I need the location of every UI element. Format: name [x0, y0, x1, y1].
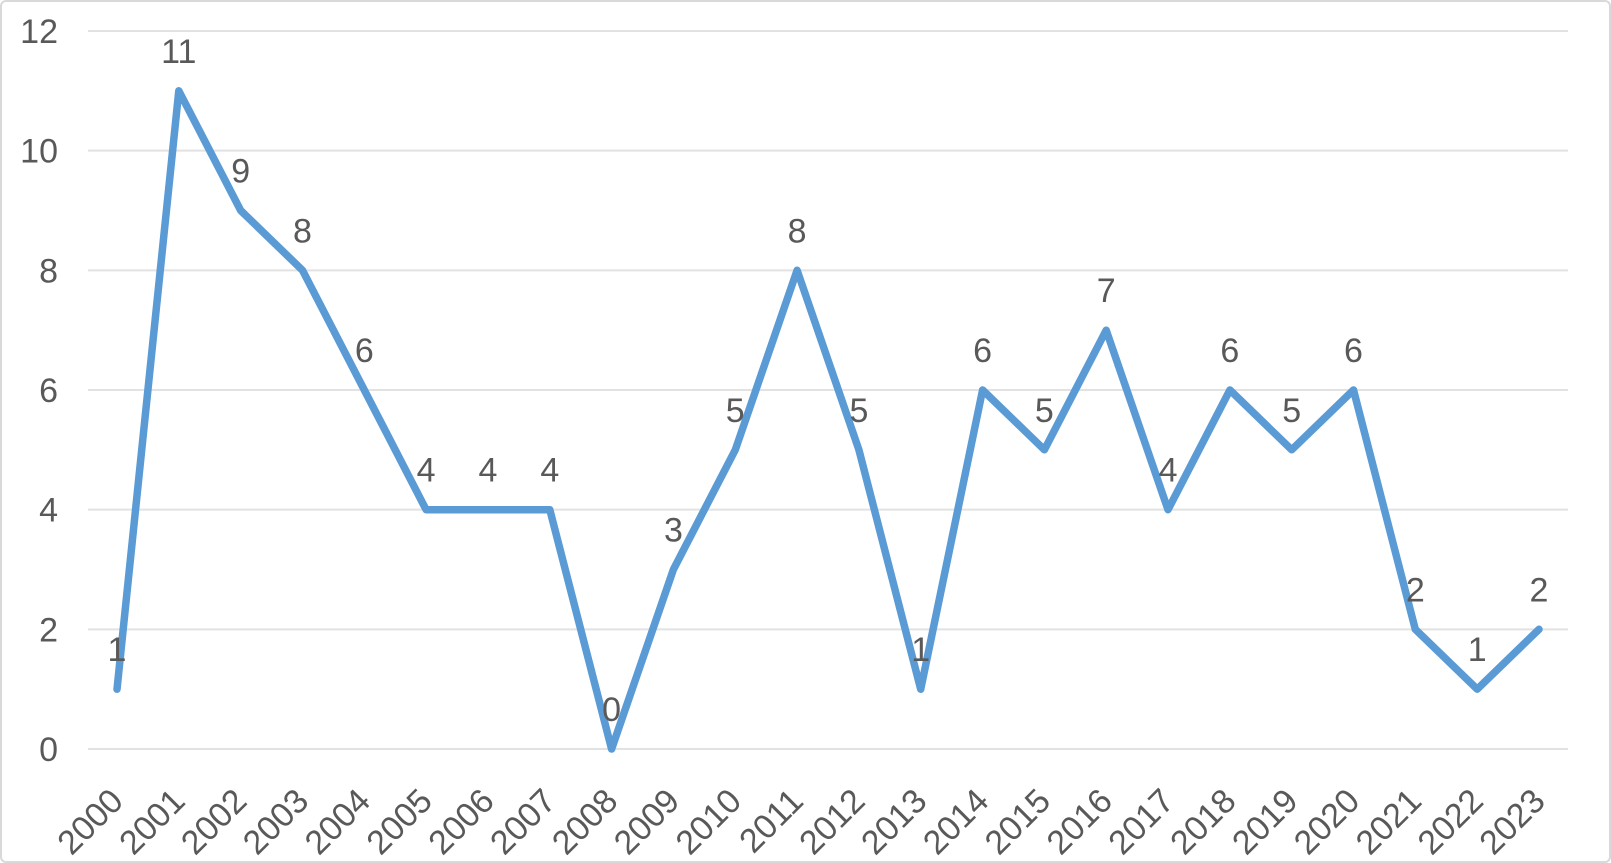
y-tick-label: 8 [39, 252, 58, 290]
y-tick-label: 12 [20, 13, 58, 51]
x-tick-label: 2009 [607, 782, 687, 861]
x-tick-label: 2019 [1225, 782, 1305, 861]
data-point-label: 8 [788, 212, 807, 250]
data-point-label: 5 [849, 392, 868, 430]
x-tick-label: 2008 [545, 782, 625, 861]
data-point-label: 3 [664, 512, 683, 550]
y-tick-label: 10 [20, 133, 58, 171]
x-tick-label: 2015 [978, 782, 1058, 861]
x-axis-tick-labels: 2000200120022003200420052006200720082009… [50, 782, 1552, 861]
gridlines-group [88, 30, 1568, 750]
data-point-label: 8 [293, 212, 312, 250]
x-tick-label: 2003 [236, 782, 316, 861]
x-tick-label: 2013 [854, 782, 934, 861]
x-tick-label: 2010 [669, 782, 749, 861]
data-point-label: 1 [1468, 631, 1487, 669]
data-point-label: 4 [1159, 452, 1178, 490]
data-point-label: 6 [973, 332, 992, 370]
x-tick-label: 2012 [792, 782, 872, 861]
y-tick-label: 2 [39, 611, 58, 649]
x-tick-label: 2002 [174, 782, 254, 861]
data-point-label: 1 [108, 631, 127, 669]
data-point-label: 5 [1035, 392, 1054, 430]
y-axis-tick-labels: 0 2 4 6 8 10 12 [20, 13, 58, 769]
y-tick-label: 6 [39, 372, 58, 410]
x-tick-label: 2016 [1040, 782, 1120, 861]
x-tick-label: 2000 [50, 782, 130, 861]
x-tick-label: 2020 [1287, 782, 1367, 861]
data-point-label: 4 [478, 452, 497, 490]
data-point-label: 1 [911, 631, 930, 669]
data-point-label: 2 [1530, 571, 1549, 609]
y-tick-label: 0 [39, 731, 58, 769]
x-tick-label: 2021 [1349, 782, 1429, 861]
series-line [113, 87, 1543, 753]
data-point-label: 4 [417, 452, 436, 490]
x-tick-label: 2023 [1472, 782, 1552, 861]
x-tick-label: 2004 [298, 782, 378, 861]
data-point-label: 0 [602, 691, 621, 729]
data-point-label: 5 [1282, 392, 1301, 430]
x-tick-label: 2014 [916, 782, 996, 861]
x-tick-label: 2011 [732, 782, 811, 861]
x-tick-label: 2022 [1410, 782, 1490, 861]
data-point-label: 2 [1406, 571, 1425, 609]
x-tick-label: 2007 [483, 782, 563, 861]
data-point-label: 7 [1097, 272, 1116, 310]
x-tick-label: 2006 [421, 782, 501, 861]
y-tick-label: 4 [39, 492, 58, 530]
x-tick-label: 2017 [1101, 782, 1181, 861]
data-point-label: 4 [540, 452, 559, 490]
data-point-label: 5 [726, 392, 745, 430]
data-point-label: 6 [355, 332, 374, 370]
data-point-label: 11 [161, 33, 196, 71]
x-tick-label: 2005 [359, 782, 439, 861]
data-point-label: 6 [1220, 332, 1239, 370]
x-tick-label: 2001 [112, 782, 192, 861]
data-point-label: 9 [231, 153, 250, 191]
data-point-label: 6 [1344, 332, 1363, 370]
x-tick-label: 2018 [1163, 782, 1243, 861]
